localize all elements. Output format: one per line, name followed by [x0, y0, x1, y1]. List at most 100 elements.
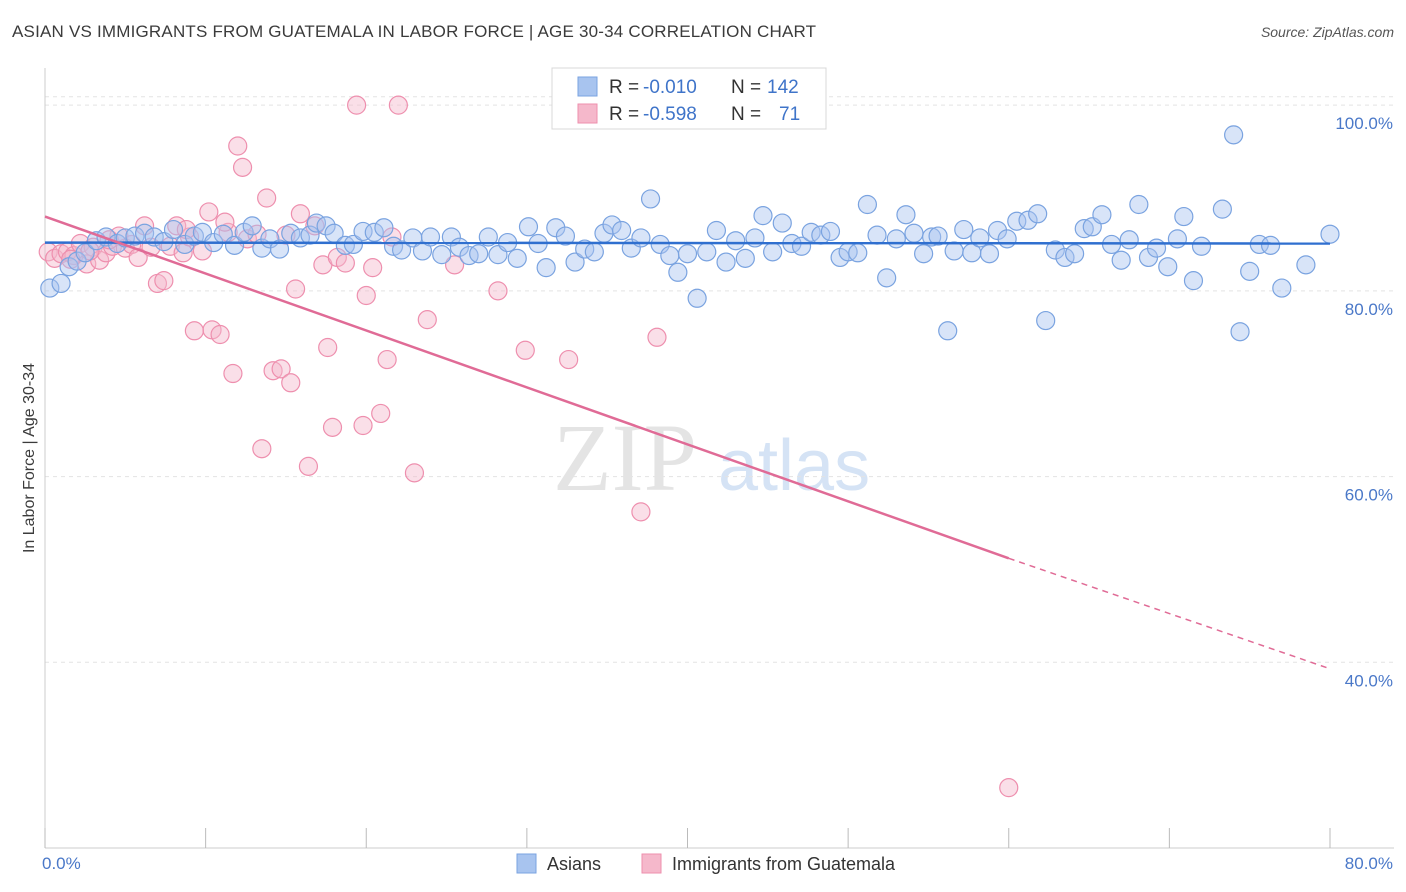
guatemala-point — [363, 258, 383, 278]
guatemala-point — [318, 337, 338, 358]
legend-stats: R = -0.010 N = 142 R = -0.598 N = 71 — [551, 67, 827, 130]
guatemala-point — [999, 778, 1019, 798]
asians-point — [175, 234, 195, 255]
y-tick-label: 100.0% — [1335, 114, 1393, 133]
asians-point — [668, 262, 688, 282]
asians-point — [867, 225, 887, 245]
chart-title: ASIAN VS IMMIGRANTS FROM GUATEMALA IN LA… — [12, 22, 817, 41]
guatemala-point — [335, 253, 355, 273]
asians-point — [997, 229, 1017, 249]
asians-point — [546, 218, 566, 238]
asians-point — [565, 252, 585, 272]
legend-stats-box — [551, 67, 827, 130]
asians-point — [706, 220, 727, 241]
guatemala-point — [371, 403, 391, 424]
asians-point — [1092, 205, 1112, 225]
legend-bottom-swatch-guatemala[interactable] — [641, 853, 662, 874]
legend-bottom-label-guatemala[interactable]: Immigrants from Guatemala — [672, 854, 896, 874]
guatemala-point — [184, 321, 204, 341]
x-tick-label-max: 80.0% — [1345, 854, 1393, 873]
asians-point — [1158, 257, 1178, 277]
asians-point — [234, 222, 254, 242]
asians-point — [896, 205, 916, 225]
watermark-atlas: atlas — [718, 426, 870, 506]
guatemala-point — [417, 310, 437, 330]
asians-point — [1230, 322, 1250, 342]
asians-point — [420, 227, 441, 247]
y-tick-label: 60.0% — [1345, 486, 1393, 505]
legend-n-label-asians: N = — [731, 77, 761, 98]
asians-point — [944, 241, 964, 261]
asians-point — [518, 217, 539, 237]
asians-point — [478, 227, 498, 247]
asians-point — [536, 258, 556, 278]
guatemala-point — [347, 95, 367, 115]
guatemala-point — [356, 285, 376, 306]
guatemala-point — [154, 271, 174, 291]
asians-point — [163, 219, 184, 240]
asians-point — [316, 216, 336, 236]
guatemala-point — [223, 363, 243, 384]
legend-bottom-label-asians[interactable]: Asians — [547, 854, 601, 874]
y-axis-label: In Labor Force | Age 30-34 — [21, 363, 38, 553]
guatemala-point — [515, 340, 535, 360]
guatemala-point — [281, 373, 301, 393]
asians-point — [938, 321, 958, 341]
asians-point — [1074, 219, 1094, 239]
asians-point — [584, 242, 604, 262]
asians-point — [343, 234, 363, 255]
asians-point — [1055, 247, 1075, 268]
asians-point — [848, 243, 868, 263]
asians-point — [1320, 224, 1340, 244]
asians-point — [886, 229, 906, 249]
asians-point — [1036, 310, 1056, 331]
asians-point — [954, 219, 974, 240]
guatemala-point — [199, 202, 219, 222]
asians-point — [1272, 278, 1292, 298]
guatemala-point — [298, 456, 319, 476]
asians-point — [1045, 240, 1065, 260]
guatemala-point — [559, 349, 579, 370]
asians-point — [441, 227, 461, 247]
chart-source: Source: ZipAtlas.com — [1260, 24, 1394, 40]
y-tick-label: 80.0% — [1345, 300, 1393, 319]
asians-point — [1065, 244, 1085, 264]
legend-swatch-asians — [577, 76, 598, 97]
guatemala-point — [322, 417, 343, 437]
asians-point — [1174, 206, 1194, 227]
guatemala-point — [285, 279, 306, 299]
x-ticks — [44, 828, 1331, 848]
legend-n-value-asians: 142 — [767, 77, 799, 98]
asians-point — [374, 218, 394, 238]
asians-point — [791, 236, 812, 256]
asians-point — [660, 245, 680, 266]
trendline-asians — [44, 241, 1331, 245]
asians-point — [602, 215, 622, 235]
legend-n-value-guatemala: 71 — [779, 104, 800, 125]
asians-point — [677, 244, 698, 264]
asians-point — [1129, 194, 1149, 215]
guatemala-point — [134, 216, 155, 236]
y-tick-labels: 40.0% 60.0% 80.0% 100.0% — [1335, 114, 1393, 690]
legend-r-value-guatemala: -0.598 — [643, 104, 697, 125]
legend-bottom-swatch-asians[interactable] — [516, 853, 537, 874]
asians-point — [922, 227, 942, 247]
series-asians-points — [40, 125, 1340, 342]
asians-point — [469, 244, 489, 264]
asians-point — [391, 240, 412, 260]
asians-point — [640, 189, 661, 209]
asians-point — [763, 242, 783, 262]
guatemala-point — [257, 188, 277, 208]
asians-point — [877, 268, 897, 288]
asians-point — [364, 222, 384, 242]
trendline-guatemala — [44, 215, 1010, 560]
asians-point — [987, 220, 1008, 241]
guatemala-point — [488, 281, 508, 301]
asians-point — [300, 225, 320, 245]
asians-point — [753, 206, 773, 226]
asians-point — [857, 194, 878, 215]
x-tick-label-min: 0.0% — [42, 854, 81, 873]
asians-point — [1028, 204, 1048, 224]
legend-n-label-guatemala: N = — [731, 104, 761, 125]
